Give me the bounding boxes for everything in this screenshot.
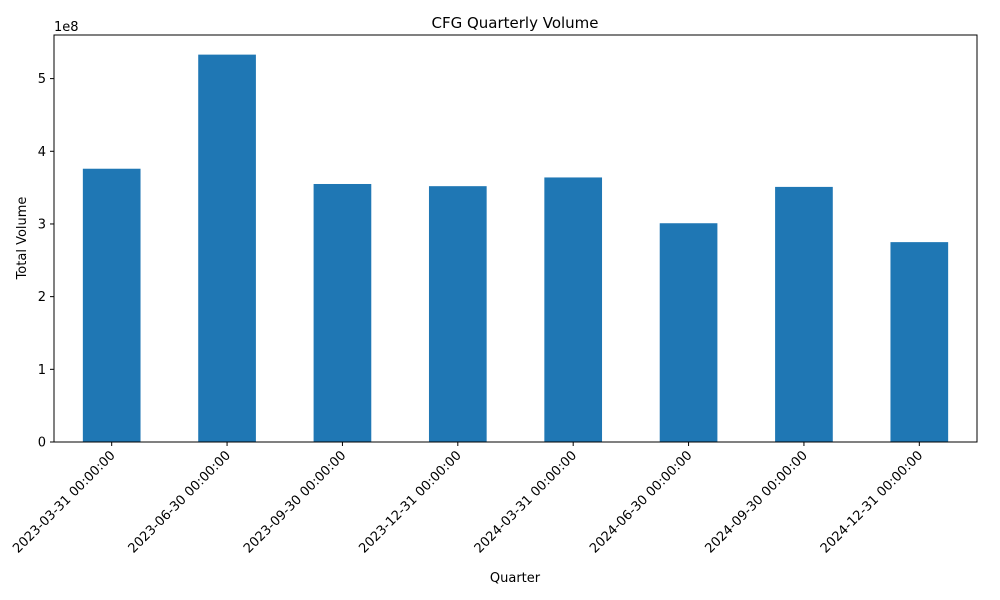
y-axis-label: Total Volume bbox=[15, 197, 30, 281]
plot-frame bbox=[53, 34, 978, 443]
x-axis-label: Quarter bbox=[490, 571, 541, 586]
bar-8 bbox=[890, 242, 949, 442]
chart-title: CFG Quarterly Volume bbox=[431, 14, 598, 32]
y-tick-label: 5 bbox=[38, 72, 46, 87]
bar-2 bbox=[198, 54, 256, 442]
y-axis-ticks: 0 1 2 3 4 5 bbox=[38, 72, 54, 451]
bar-3 bbox=[313, 183, 372, 442]
bar-6 bbox=[659, 223, 718, 442]
y-tick-label: 1 bbox=[38, 363, 46, 378]
y-offset-label: 1e8 bbox=[54, 20, 79, 35]
y-tick-label: 3 bbox=[38, 217, 46, 232]
bars-group bbox=[82, 54, 949, 442]
y-tick-label: 4 bbox=[38, 145, 46, 160]
bar-1 bbox=[82, 168, 141, 442]
y-tick-label: 0 bbox=[38, 436, 46, 451]
y-tick-label: 2 bbox=[38, 290, 46, 305]
bar-4 bbox=[428, 186, 487, 442]
bar-7 bbox=[775, 186, 833, 442]
bar-5 bbox=[544, 177, 603, 442]
